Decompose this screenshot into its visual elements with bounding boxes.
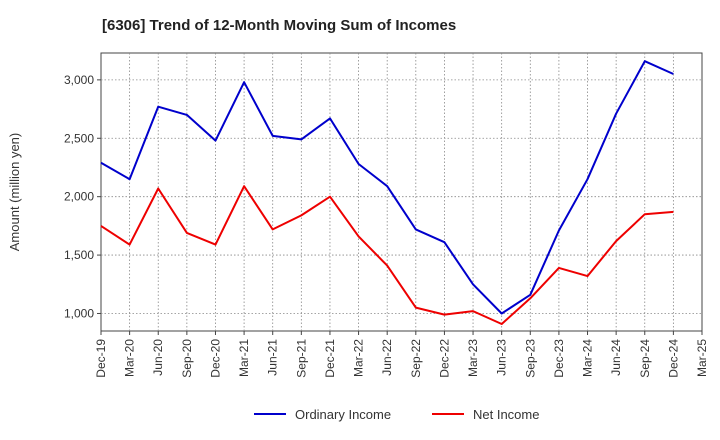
x-tick-label: Mar-23 — [466, 339, 480, 377]
x-tick-label: Mar-22 — [352, 339, 366, 377]
chart-title: [6306] Trend of 12-Month Moving Sum of I… — [102, 17, 456, 34]
x-tick-label: Sep-24 — [638, 339, 652, 378]
y-tick-label: 2,500 — [64, 131, 94, 145]
legend: Ordinary Income Net Income — [254, 407, 539, 422]
series-line-ordinary-income — [100, 60, 674, 315]
series-line-net-income — [100, 185, 674, 325]
x-tick-label: Jun-24 — [609, 339, 623, 376]
x-tick-label: Jun-23 — [495, 339, 509, 376]
x-tick-label: Sep-23 — [523, 339, 537, 378]
x-tick-label: Dec-22 — [437, 339, 451, 378]
plot-area — [100, 52, 703, 332]
x-tick-label: Mar-25 — [695, 339, 709, 377]
x-tick-label: Mar-24 — [581, 339, 595, 377]
x-tick-label: Dec-20 — [208, 339, 222, 378]
y-tick-label: 1,500 — [64, 248, 94, 262]
y-axis-label: Amount (million yen) — [7, 133, 22, 252]
x-tick-label: Jun-22 — [380, 339, 394, 376]
y-tick-label: 1,000 — [64, 306, 94, 320]
x-tick-label: Mar-21 — [237, 339, 251, 377]
x-tick-label: Dec-19 — [94, 339, 108, 378]
x-tick-label: Dec-21 — [323, 339, 337, 378]
x-axis: Dec-19 Mar-20 Jun-20 Sep-20 Dec-20 Mar-21 Jun-… — [94, 331, 709, 378]
y-axis: 1,000 1,500 2,000 2,500 3,000 — [64, 73, 101, 320]
legend-label-ordinary-income: Ordinary Income — [295, 407, 391, 422]
x-tick-label: Dec-24 — [666, 339, 680, 378]
y-tick-label: 2,000 — [64, 190, 94, 204]
x-tick-label: Jun-20 — [151, 339, 165, 376]
x-tick-label: Sep-21 — [294, 339, 308, 378]
y-tick-label: 3,000 — [64, 73, 94, 87]
x-tick-label: Sep-22 — [409, 339, 423, 378]
grid — [101, 53, 702, 331]
series-group — [100, 60, 674, 325]
x-tick-label: Mar-20 — [123, 339, 137, 377]
x-tick-label: Jun-21 — [266, 339, 280, 376]
legend-label-net-income: Net Income — [473, 407, 539, 422]
x-tick-label: Dec-23 — [552, 339, 566, 378]
x-tick-label: Sep-20 — [180, 339, 194, 378]
plot-border — [100, 52, 703, 332]
